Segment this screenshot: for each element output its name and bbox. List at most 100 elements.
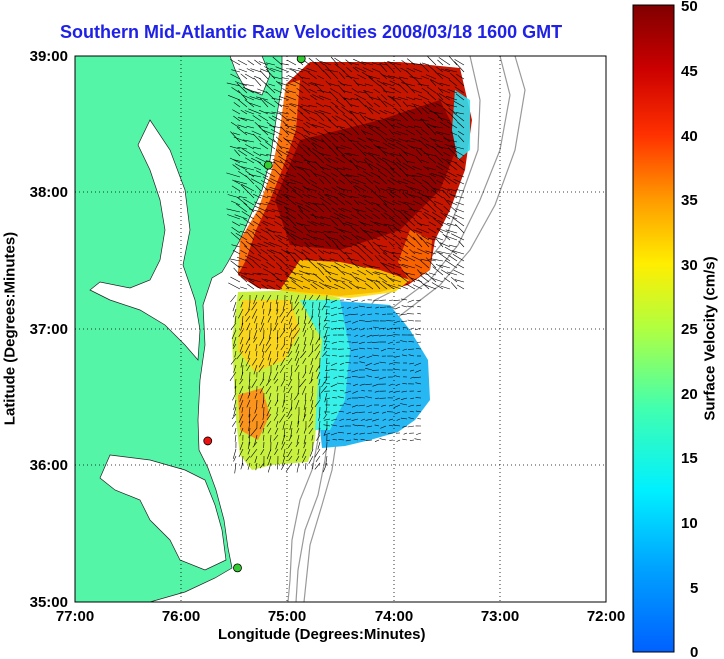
velocity-arrow — [283, 206, 290, 213]
velocity-arrow — [394, 375, 401, 378]
velocity-arrow — [304, 226, 311, 234]
velocity-arrow — [371, 334, 380, 337]
velocity-arrow — [440, 175, 451, 185]
velocity-arrow — [323, 413, 328, 420]
velocity-arrow — [439, 82, 451, 87]
velocity-arrow — [236, 350, 244, 360]
velocity-arrow — [455, 93, 465, 101]
velocity-arrow — [237, 59, 248, 66]
velocity-arrow — [240, 322, 244, 331]
velocity-arrow — [424, 212, 437, 220]
velocity-arrow — [268, 83, 276, 87]
velocity-arrow — [286, 150, 297, 157]
velocity-arrow — [410, 187, 423, 192]
velocity-arrow — [455, 208, 465, 213]
velocity-arrow — [265, 141, 276, 150]
velocity-arrow — [456, 121, 465, 129]
velocity-arrow — [395, 157, 402, 164]
velocity-arrow — [412, 178, 423, 185]
velocity-arrow — [382, 313, 387, 316]
velocity-arrow — [444, 259, 458, 269]
velocity-arrow — [309, 413, 314, 422]
velocity-arrow — [339, 229, 353, 234]
velocity-arrow — [307, 194, 318, 199]
velocity-arrow — [325, 406, 328, 415]
velocity-arrow — [342, 70, 353, 80]
velocity-arrow — [283, 448, 286, 458]
velocity-patch-yellow — [238, 300, 300, 372]
velocity-arrow — [232, 250, 241, 255]
velocity-arrow — [278, 96, 290, 101]
velocity-arrow — [319, 222, 332, 227]
velocity-arrow — [430, 125, 444, 129]
velocity-arrow — [422, 165, 430, 171]
velocity-arrow — [340, 192, 353, 199]
velocity-arrow — [431, 189, 444, 199]
velocity-arrow — [297, 109, 304, 115]
velocity-arrow — [287, 343, 293, 354]
velocity-arrow — [389, 191, 402, 199]
velocity-arrow — [265, 336, 272, 346]
velocity-arrow — [412, 284, 423, 290]
velocity-arrow — [365, 104, 374, 115]
velocity-arrow — [382, 252, 395, 262]
y-tick-label: 39:00 — [30, 48, 68, 65]
velocity-arrow — [454, 223, 465, 234]
velocity-arrow — [272, 357, 279, 365]
velocity-arrow — [282, 120, 290, 129]
velocity-arrow — [260, 180, 269, 185]
velocity-arrow — [269, 125, 283, 129]
velocity-arrow — [384, 250, 395, 255]
velocity-arrow — [314, 462, 321, 470]
velocity-arrow — [265, 378, 272, 386]
velocity-arrow — [420, 159, 430, 164]
velocity-arrow — [402, 192, 409, 199]
velocity-arrow — [358, 120, 367, 129]
velocity-arrow — [404, 255, 416, 262]
velocity-arrow — [316, 102, 325, 108]
velocity-arrow — [387, 187, 402, 192]
velocity-arrow — [415, 129, 423, 136]
velocity-arrow — [282, 399, 286, 408]
velocity-arrow — [452, 112, 465, 122]
velocity-arrow — [280, 215, 290, 220]
velocity-arrow — [280, 315, 286, 324]
velocity-arrow — [302, 357, 307, 364]
velocity-arrow — [391, 97, 402, 108]
velocity-arrow — [290, 68, 304, 73]
velocity-arrow — [446, 222, 458, 227]
velocity-arrow — [397, 96, 409, 101]
colorbar-tick-label: 0 — [690, 644, 698, 659]
velocity-arrow — [303, 406, 307, 418]
velocity-arrow — [287, 448, 293, 458]
velocity-arrow — [458, 240, 465, 248]
velocity-arrow — [271, 76, 283, 80]
velocity-arrow — [263, 99, 276, 108]
velocity-arrow — [395, 383, 401, 386]
velocity-arrow — [363, 151, 374, 157]
velocity-arrow — [386, 188, 395, 192]
velocity-arrow — [365, 367, 373, 371]
velocity-arrow — [267, 350, 272, 361]
velocity-arrow — [241, 406, 244, 413]
velocity-arrow — [261, 294, 265, 301]
velocity-arrow — [319, 406, 321, 416]
velocity-arrow — [432, 278, 444, 283]
velocity-arrow — [236, 82, 248, 94]
velocity-arrow — [383, 203, 395, 213]
velocity-arrow — [350, 97, 360, 101]
velocity-arrow — [420, 258, 430, 262]
velocity-arrow — [266, 294, 272, 303]
velocity-arrow — [379, 361, 387, 364]
velocity-arrow — [331, 239, 339, 248]
velocity-arrow — [431, 282, 444, 290]
velocity-arrow — [319, 258, 332, 262]
velocity-arrow — [427, 56, 437, 66]
velocity-arrow — [300, 276, 311, 283]
velocity-arrow — [248, 420, 251, 432]
velocity-arrow — [365, 362, 373, 366]
velocity-arrow — [427, 238, 437, 241]
velocity-arrow — [302, 371, 307, 379]
velocity-arrow — [278, 82, 290, 87]
velocity-arrow — [384, 110, 395, 115]
